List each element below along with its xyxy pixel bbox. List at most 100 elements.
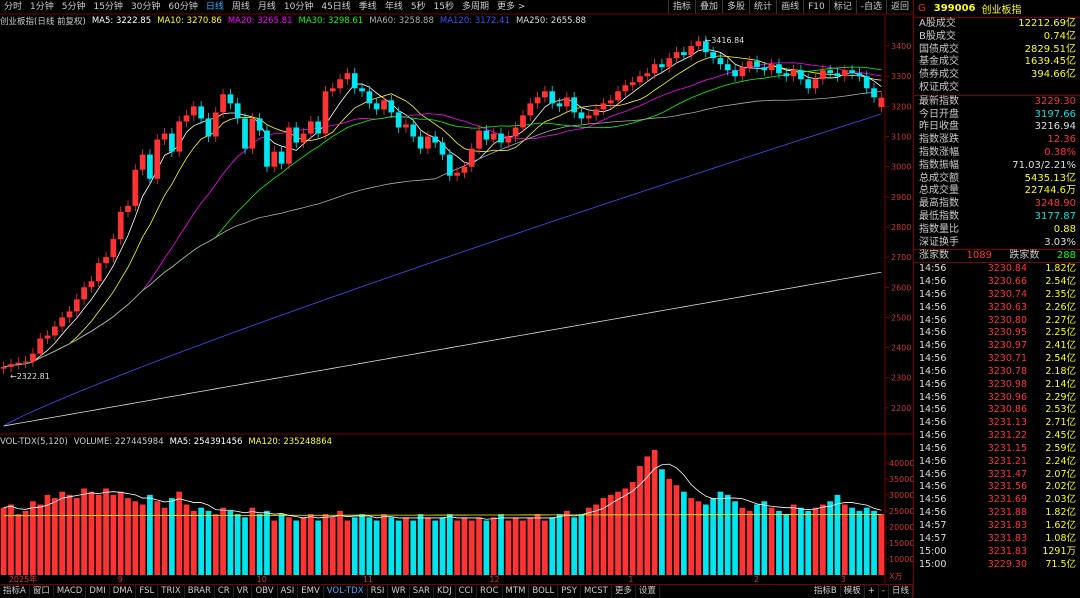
indicator-tab-4[interactable]: DMA bbox=[110, 584, 137, 598]
indicator-tab-2[interactable]: MACD bbox=[54, 584, 87, 598]
stat-value: 5435.13亿 bbox=[1024, 172, 1076, 184]
indicator-tab-19[interactable]: ROC bbox=[477, 584, 503, 598]
period-tab-3[interactable]: 15分钟 bbox=[93, 2, 123, 12]
period-tab-16[interactable]: 更多 > bbox=[497, 2, 526, 12]
indicator-tab-20[interactable]: MTM bbox=[503, 584, 530, 598]
indicator-tab-11[interactable]: ASI bbox=[278, 584, 299, 598]
period-tab-5[interactable]: 60分钟 bbox=[168, 2, 198, 12]
candle-body bbox=[527, 103, 534, 116]
period-tab-10[interactable]: 45日线 bbox=[321, 2, 351, 12]
stat-row: B股成交 0.74亿 bbox=[914, 31, 1080, 44]
toolbar-button-3[interactable]: 统计 bbox=[749, 0, 776, 14]
toolbar-button-4[interactable]: 画线 bbox=[776, 0, 803, 14]
toolbar-button-6[interactable]: 标记 bbox=[828, 0, 856, 14]
indicator-tab-21[interactable]: BOLL bbox=[529, 584, 559, 598]
period-tab-9[interactable]: 10分钟 bbox=[283, 2, 314, 12]
volume-bar bbox=[739, 507, 746, 575]
toolbar-button-2[interactable]: 多股 bbox=[722, 0, 749, 14]
tick-time: 14:56 bbox=[919, 353, 947, 365]
period-tab-2[interactable]: 5分钟 bbox=[61, 2, 86, 12]
ma-line-ma20 bbox=[3, 62, 882, 368]
indicator-tab-0[interactable]: 指标A bbox=[0, 584, 30, 598]
period-tab-14[interactable]: 15秒 bbox=[433, 2, 455, 12]
candle-body bbox=[468, 148, 475, 167]
bottom-right-button-4[interactable]: 日线 bbox=[889, 584, 913, 598]
volume-bar bbox=[15, 514, 22, 575]
stat-value: 0.38% bbox=[1044, 146, 1076, 158]
candle-body bbox=[754, 61, 760, 68]
x-tick-label: 3 bbox=[841, 575, 846, 584]
period-tab-8[interactable]: 月线 bbox=[257, 2, 276, 12]
indicator-tab-1[interactable]: 窗口 bbox=[30, 584, 54, 598]
bottom-right-button-3[interactable]: - bbox=[879, 584, 889, 598]
period-tab-13[interactable]: 5秒 bbox=[410, 2, 426, 12]
indicator-tab-7[interactable]: BRAR bbox=[185, 584, 215, 598]
period-tab-12[interactable]: 年线 bbox=[384, 2, 403, 12]
toolbar-button-8[interactable]: 返回 bbox=[885, 0, 913, 14]
indicator-tab-13[interactable]: VOL-TDX bbox=[324, 584, 368, 598]
candle-body bbox=[688, 46, 695, 56]
volume-bar bbox=[66, 494, 73, 575]
indicator-tab-6[interactable]: TRIX bbox=[158, 584, 185, 598]
candle-body bbox=[0, 366, 7, 369]
candle-body bbox=[659, 64, 665, 68]
period-tab-4[interactable]: 30分钟 bbox=[130, 2, 161, 12]
volume-bar bbox=[695, 501, 702, 575]
indicator-tab-25[interactable]: 设置 bbox=[636, 584, 660, 598]
indicator-tab-22[interactable]: PSY bbox=[558, 584, 581, 598]
toolbar-button-0[interactable]: 指标 bbox=[668, 0, 695, 14]
toolbar-button-5[interactable]: F10 bbox=[803, 0, 829, 14]
tick-amount: 2.24亿 bbox=[1045, 455, 1076, 467]
tick-time: 14:56 bbox=[919, 301, 947, 313]
candle-body bbox=[103, 257, 109, 264]
tick-time: 14:56 bbox=[919, 314, 947, 326]
volume-bar bbox=[337, 510, 343, 575]
quote-panel: G 399006 创业板指 A股成交 12212.69亿 B股成交 0.74亿 国债成交… bbox=[913, 0, 1080, 597]
v-ytick-label: 15000 bbox=[889, 539, 913, 548]
tick-amount: 1.82亿 bbox=[1045, 263, 1076, 275]
indicator-tab-16[interactable]: SAR bbox=[410, 584, 434, 598]
indicator-tab-5[interactable]: FSL bbox=[136, 584, 159, 598]
period-tab-11[interactable]: 季线 bbox=[358, 2, 377, 12]
indicator-tab-3[interactable]: DMI bbox=[86, 584, 110, 598]
indicator-tab-18[interactable]: CCI bbox=[456, 584, 477, 598]
bottom-right-button-2[interactable]: + bbox=[865, 584, 879, 598]
volume-bar bbox=[322, 514, 329, 575]
period-tab-7[interactable]: 周线 bbox=[231, 2, 250, 12]
period-tab-15[interactable]: 多周期 bbox=[462, 2, 490, 12]
indicator-tab-14[interactable]: RSI bbox=[368, 584, 389, 598]
indicator-tab-24[interactable]: 更多 bbox=[612, 584, 636, 598]
volume-bar bbox=[220, 507, 226, 575]
indicator-tab-8[interactable]: CR bbox=[215, 584, 234, 598]
ma-legend-item: MA120: 3172.41 bbox=[439, 16, 510, 26]
volume-bar bbox=[366, 517, 373, 575]
candle-body bbox=[169, 133, 175, 152]
indicator-tab-9[interactable]: VR bbox=[234, 584, 253, 598]
candle-body bbox=[22, 361, 29, 363]
bottom-right-button-0[interactable]: 指标B bbox=[811, 584, 841, 598]
candle-body bbox=[666, 58, 673, 68]
bottom-right-button-1[interactable]: 模板 bbox=[841, 584, 865, 598]
indicator-tab-23[interactable]: MCST bbox=[581, 584, 612, 598]
indicator-tab-15[interactable]: WR bbox=[388, 584, 410, 598]
k-ytick-label: 2800 bbox=[891, 223, 911, 232]
candle-body bbox=[373, 103, 380, 110]
kline-chart[interactable]: 2200230024002500260027002800290030003100… bbox=[0, 0, 913, 584]
tick-price: 3230.74 bbox=[987, 288, 1027, 300]
indicator-tab-12[interactable]: EMV bbox=[298, 584, 324, 598]
toolbar-button-7[interactable]: -自选 bbox=[855, 0, 886, 14]
candle-body bbox=[673, 52, 680, 59]
stat-row: 深证换手 3.03% bbox=[914, 237, 1080, 250]
tick-price: 3231.22 bbox=[987, 430, 1027, 442]
toolbar-button-1[interactable]: 叠加 bbox=[695, 0, 722, 14]
volume-bar bbox=[549, 517, 556, 575]
indicator-tab-17[interactable]: KDJ bbox=[434, 584, 456, 598]
indicator-tab-10[interactable]: OBV bbox=[252, 584, 278, 598]
stat-value: 22744.6万 bbox=[1024, 185, 1076, 197]
volume-bar bbox=[498, 514, 504, 575]
candle-body bbox=[154, 139, 161, 179]
indicator-tabs: 指标A 窗口 MACD DMI DMA FSL TRIX BRAR CR VR OBV ASI EMV V… bbox=[0, 584, 913, 598]
period-tab-6[interactable]: 日线 bbox=[205, 2, 224, 12]
period-tab-1[interactable]: 1分钟 bbox=[30, 2, 54, 12]
period-tab-0[interactable]: 分时 bbox=[4, 2, 23, 12]
